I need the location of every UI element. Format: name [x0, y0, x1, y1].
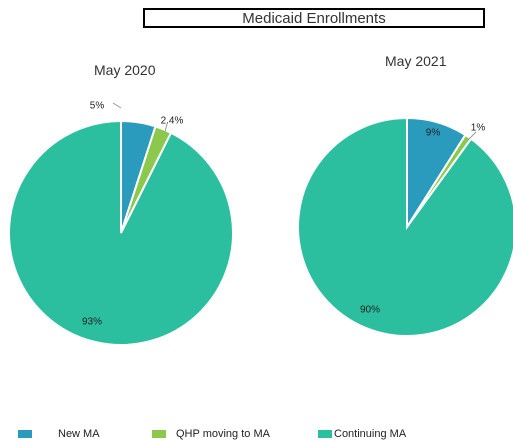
pie-slice-may-2020-continuing-ma	[8, 119, 234, 346]
data-label-may-2021-qhp-moving-to-ma: 1%	[471, 123, 486, 134]
pie-title-may-2020: May 2020	[94, 62, 156, 78]
leader-line-may-2021-qhp-moving-to-ma	[467, 131, 477, 141]
pie-title-may-2021: May 2021	[385, 53, 447, 69]
data-label-may-2021-continuing-ma: 90%	[360, 305, 380, 316]
pie-slice-may-2021-continuing-ma	[297, 116, 513, 337]
legend-item-qhp-moving-to-ma: QHP moving to MA	[152, 428, 270, 440]
data-label-may-2021-new-ma: 9%	[426, 128, 441, 139]
legend-label-new-ma: New MA	[58, 428, 100, 440]
leader-line-may-2020-qhp-moving-to-ma	[164, 123, 168, 133]
leader-line-may-2020-new-ma	[112, 102, 122, 109]
legend-swatch-qhp-moving-to-ma	[152, 430, 166, 438]
chart-title: Medicaid Enrollments	[143, 8, 485, 28]
data-label-may-2020-new-ma: 5%	[90, 101, 105, 112]
data-label-may-2020-qhp-moving-to-ma: 2.4%	[161, 116, 184, 127]
legend-label-continuing-ma: Continuing MA	[334, 428, 407, 440]
legend-swatch-continuing-ma	[318, 430, 332, 438]
legend-item-new-ma: New MA	[18, 428, 100, 440]
legend-item-continuing-ma: Continuing MA	[318, 428, 406, 440]
data-label-may-2020-continuing-ma: 93%	[82, 317, 102, 328]
legend-swatch-new-ma	[18, 430, 32, 438]
legend-label-qhp-moving-to-ma: QHP moving to MA	[176, 428, 270, 440]
